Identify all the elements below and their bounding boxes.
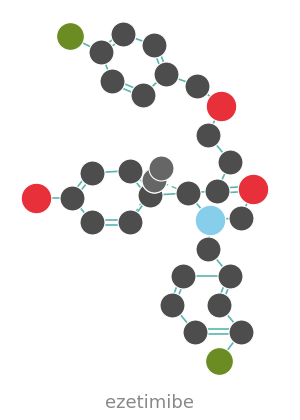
Point bbox=[217, 302, 221, 308]
Point bbox=[163, 71, 168, 78]
Point bbox=[98, 49, 103, 55]
Point bbox=[148, 192, 152, 199]
Point bbox=[228, 273, 233, 279]
Point bbox=[141, 91, 146, 98]
Point bbox=[192, 328, 197, 335]
Point bbox=[181, 273, 186, 279]
Point bbox=[90, 219, 94, 226]
Point bbox=[208, 217, 213, 223]
Point bbox=[159, 165, 164, 172]
Point bbox=[159, 165, 164, 172]
Point bbox=[34, 194, 39, 201]
Point bbox=[239, 214, 244, 221]
Point bbox=[152, 42, 157, 49]
Point bbox=[217, 357, 221, 364]
Point bbox=[206, 131, 210, 138]
Point bbox=[128, 219, 132, 226]
Point bbox=[67, 33, 72, 40]
Point bbox=[219, 102, 224, 109]
Point bbox=[250, 185, 255, 192]
Point bbox=[170, 302, 175, 308]
Point bbox=[152, 176, 157, 183]
Point bbox=[110, 78, 115, 84]
Point bbox=[185, 190, 190, 197]
Text: ezetimibe: ezetimibe bbox=[106, 394, 194, 412]
Point bbox=[152, 176, 157, 183]
Point bbox=[90, 170, 94, 176]
Point bbox=[206, 246, 210, 252]
Point bbox=[239, 328, 244, 335]
Point bbox=[121, 31, 126, 37]
Point bbox=[228, 158, 233, 165]
Point bbox=[128, 167, 132, 174]
Point bbox=[214, 187, 219, 194]
Point bbox=[70, 194, 74, 201]
Point bbox=[194, 82, 199, 89]
